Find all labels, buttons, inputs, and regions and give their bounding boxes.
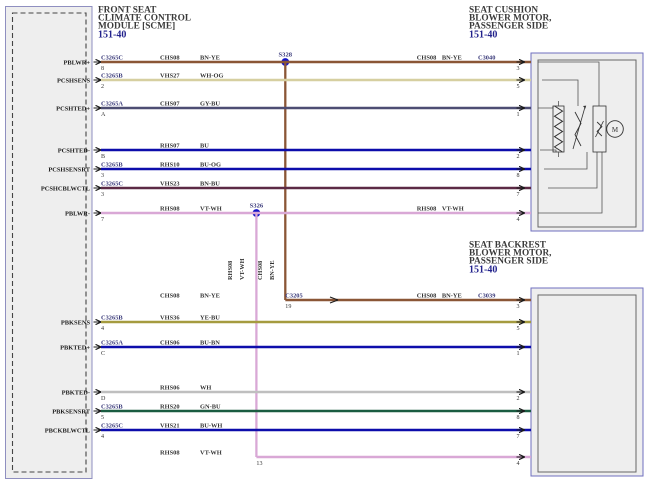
svg-text:YE-BU: YE-BU	[200, 314, 220, 321]
svg-text:GN-BU: GN-BU	[200, 403, 221, 410]
svg-text:13: 13	[256, 461, 262, 467]
svg-text:3: 3	[517, 66, 520, 72]
svg-text:BU: BU	[200, 142, 209, 149]
svg-text:2: 2	[517, 154, 520, 160]
svg-text:C3265B: C3265B	[101, 72, 123, 79]
svg-text:VHS21: VHS21	[160, 422, 180, 429]
svg-text:3: 3	[101, 192, 104, 198]
svg-text:8: 8	[517, 415, 520, 421]
svg-text:PBKSENSRT: PBKSENSRT	[52, 408, 91, 415]
svg-text:C3039: C3039	[478, 292, 495, 299]
svg-text:PBKTED+: PBKTED+	[60, 344, 90, 351]
svg-text:5: 5	[517, 84, 520, 90]
svg-text:BU-WH: BU-WH	[200, 422, 222, 429]
svg-text:151-40: 151-40	[469, 264, 497, 275]
svg-text:D: D	[101, 396, 106, 402]
svg-text:CHS08: CHS08	[417, 292, 437, 299]
svg-text:CHS07: CHS07	[160, 100, 180, 107]
svg-text:PCSHSENSRT: PCSHSENSRT	[48, 166, 90, 173]
svg-text:3: 3	[517, 304, 520, 310]
svg-text:WH-OG: WH-OG	[200, 72, 223, 79]
svg-text:A: A	[101, 112, 106, 118]
svg-text:VT-WH: VT-WH	[442, 205, 464, 212]
svg-text:RHS07: RHS07	[160, 142, 180, 149]
svg-text:C3205: C3205	[285, 292, 302, 299]
svg-text:4: 4	[101, 434, 104, 440]
svg-text:7: 7	[517, 192, 520, 198]
svg-text:C: C	[101, 351, 105, 357]
svg-text:8: 8	[101, 66, 104, 72]
svg-text:7: 7	[517, 434, 520, 440]
svg-text:C3040: C3040	[478, 54, 495, 61]
svg-text:1: 1	[517, 112, 520, 118]
svg-text:BN-YE: BN-YE	[442, 54, 462, 61]
svg-text:B: B	[101, 154, 105, 160]
svg-text:C3265A: C3265A	[101, 339, 123, 346]
svg-text:RHS08: RHS08	[160, 205, 180, 212]
svg-text:5: 5	[101, 415, 104, 421]
svg-text:PBLWR+: PBLWR+	[64, 59, 91, 66]
svg-text:RHS20: RHS20	[160, 403, 180, 410]
svg-text:GY-BU: GY-BU	[200, 100, 220, 107]
svg-text:RHS08: RHS08	[417, 205, 437, 212]
svg-text:BU-BN: BU-BN	[200, 339, 220, 346]
svg-text:VHS27: VHS27	[160, 72, 180, 79]
svg-text:VT-WH: VT-WH	[200, 205, 222, 212]
svg-text:M: M	[612, 126, 619, 134]
svg-text:4: 4	[517, 461, 520, 467]
svg-text:BN-YE: BN-YE	[442, 292, 462, 299]
svg-text:1: 1	[517, 351, 520, 357]
svg-text:8: 8	[517, 173, 520, 179]
svg-text:PCSHTED-: PCSHTED-	[58, 147, 90, 154]
svg-text:BN-YE: BN-YE	[200, 292, 220, 299]
svg-text:CHS08: CHS08	[160, 292, 180, 299]
svg-text:4: 4	[517, 217, 520, 223]
svg-text:CHS08: CHS08	[417, 54, 437, 61]
svg-text:RHS08: RHS08	[227, 261, 234, 280]
svg-text:C3265A: C3265A	[101, 100, 123, 107]
svg-text:VHS23: VHS23	[160, 180, 180, 187]
svg-text:VT-WH: VT-WH	[200, 449, 222, 456]
svg-text:5: 5	[517, 326, 520, 332]
svg-text:WH: WH	[200, 384, 211, 391]
svg-text:PBCKBLWCTL: PBCKBLWCTL	[45, 427, 90, 434]
svg-text:VT-WH: VT-WH	[239, 258, 246, 280]
svg-text:3: 3	[101, 173, 104, 179]
svg-text:PBKSENS: PBKSENS	[61, 319, 91, 326]
svg-text:PCSHSENS: PCSHSENS	[57, 77, 90, 84]
svg-text:19: 19	[285, 304, 291, 310]
svg-text:RHS06: RHS06	[160, 384, 180, 391]
svg-text:2: 2	[517, 396, 520, 402]
svg-text:C3265C: C3265C	[101, 180, 123, 187]
svg-text:C3265B: C3265B	[101, 314, 123, 321]
svg-text:7: 7	[101, 217, 104, 223]
svg-text:151-40: 151-40	[469, 29, 497, 40]
svg-text:BN-YE: BN-YE	[200, 54, 220, 61]
svg-text:2: 2	[101, 84, 104, 90]
svg-text:C3265B: C3265B	[101, 161, 123, 168]
svg-text:151-40: 151-40	[98, 29, 126, 40]
svg-text:VHS36: VHS36	[160, 314, 180, 321]
svg-text:C3265C: C3265C	[101, 54, 123, 61]
svg-text:PBLWR-: PBLWR-	[65, 210, 90, 217]
svg-text:CHS06: CHS06	[160, 339, 180, 346]
svg-text:PCSHTED+: PCSHTED+	[56, 105, 90, 112]
svg-text:4: 4	[101, 326, 104, 332]
svg-text:PCSHCBLWCTL: PCSHCBLWCTL	[41, 185, 90, 192]
svg-text:C3265B: C3265B	[101, 403, 123, 410]
svg-text:S326: S326	[250, 203, 264, 210]
svg-text:S328: S328	[279, 52, 293, 59]
svg-text:CHS08: CHS08	[160, 54, 180, 61]
svg-text:BN-BU: BN-BU	[200, 180, 220, 187]
svg-text:RHS08: RHS08	[160, 449, 180, 456]
svg-text:C3265C: C3265C	[101, 422, 123, 429]
svg-text:BN-YE: BN-YE	[269, 260, 276, 280]
svg-text:CHS08: CHS08	[257, 261, 264, 280]
svg-text:RHS10: RHS10	[160, 161, 180, 168]
svg-text:PBKTED-: PBKTED-	[62, 389, 90, 396]
svg-text:BU-OG: BU-OG	[200, 161, 221, 168]
